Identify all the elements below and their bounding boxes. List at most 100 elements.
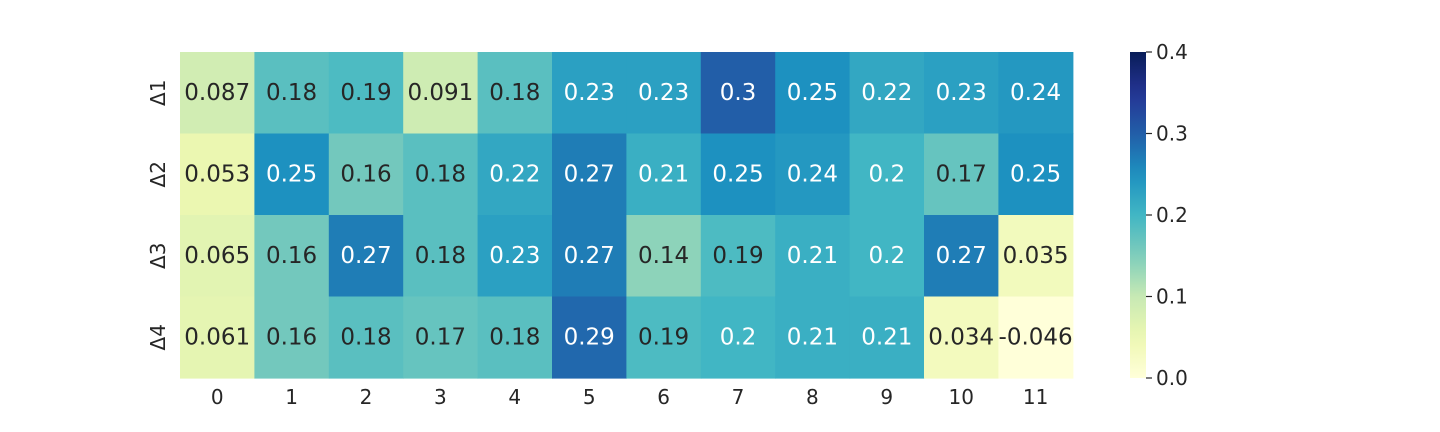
cell-value-label: 0.2	[869, 161, 906, 187]
cell-value-label: 0.23	[564, 80, 615, 106]
heatmap-cell	[849, 215, 925, 298]
heatmap-cell	[180, 296, 255, 379]
heatmap-cell	[775, 215, 851, 298]
x-tick-label: 7	[732, 385, 745, 409]
heatmap-cell	[700, 133, 776, 216]
heatmap-cell	[998, 296, 1074, 379]
colorbar-tick-label: 0.4	[1156, 40, 1188, 64]
cell-value-label: 0.2	[720, 324, 757, 350]
y-tick-label: Δ2	[146, 161, 170, 187]
heatmap-cell	[924, 133, 999, 216]
heatmap-cell	[700, 215, 776, 298]
cell-value-label: 0.091	[407, 80, 473, 106]
cell-value-label: 0.22	[489, 161, 540, 187]
heatmap-cell	[328, 52, 404, 135]
cell-value-label: 0.16	[266, 243, 317, 269]
cell-value-label: 0.25	[787, 80, 838, 106]
heatmap-cell	[924, 296, 999, 379]
heatmap-cell	[775, 296, 851, 379]
cell-value-label: 0.19	[340, 80, 391, 106]
x-tick-labels: 0 1 2 3 4 5 6 7 8 9 10 11	[211, 385, 1048, 409]
cell-value-label: 0.27	[340, 243, 391, 269]
x-tick-label: 11	[1023, 385, 1048, 409]
heatmap-cell	[552, 296, 627, 379]
cell-value-label: 0.087	[184, 80, 250, 106]
heatmap-cell	[775, 133, 851, 216]
heatmap-cell	[328, 296, 404, 379]
heatmap-cell	[626, 296, 702, 379]
heatmap-cell	[552, 215, 627, 298]
heatmap-cell	[700, 52, 776, 135]
x-tick-label: 10	[948, 385, 973, 409]
heatmap-cell	[849, 133, 925, 216]
cell-value-label: 0.14	[638, 243, 689, 269]
cell-value-label: 0.21	[787, 243, 838, 269]
cell-value-label: 0.061	[184, 324, 250, 350]
x-tick-label: 6	[657, 385, 670, 409]
heatmap-cell	[998, 215, 1074, 298]
cell-value-label: 0.17	[936, 161, 987, 187]
cell-value-label: 0.17	[415, 324, 466, 350]
colorbar-tick-label: 0.1	[1156, 285, 1188, 309]
heatmap-cells: 0.087 0.18 0.19 0.091 0.18 0.23 0.23 0.3 0.25 0.2…	[180, 52, 1074, 379]
cell-value-label: 0.21	[787, 324, 838, 350]
heatmap-cell	[254, 133, 330, 216]
cell-value-label: 0.16	[266, 324, 317, 350]
colorbar-tick-label: 0.3	[1156, 122, 1188, 146]
heatmap-cell	[180, 52, 255, 135]
y-tick-label: Δ3	[146, 243, 170, 269]
heatmap-cell	[552, 133, 627, 216]
y-tick-labels: Δ1 Δ2 Δ3 Δ4	[146, 80, 170, 351]
heatmap-cell	[254, 215, 330, 298]
x-tick-label: 1	[285, 385, 298, 409]
heatmap-cell	[477, 296, 553, 379]
heatmap-cell	[924, 52, 999, 135]
x-tick-label: 3	[434, 385, 447, 409]
heatmap-cell	[403, 215, 479, 298]
cell-value-label: 0.18	[340, 324, 391, 350]
heatmap-cell	[254, 52, 330, 135]
cell-value-label: 0.21	[861, 324, 912, 350]
cell-value-label: 0.25	[712, 161, 763, 187]
heatmap-cell	[403, 296, 479, 379]
cell-value-label: 0.18	[489, 80, 540, 106]
cell-value-label: 0.23	[638, 80, 689, 106]
x-tick-label: 0	[211, 385, 224, 409]
colorbar: 0.0 0.1 0.2 0.3 0.4	[1130, 40, 1188, 390]
heatmap-cell	[626, 133, 702, 216]
x-tick-label: 8	[806, 385, 819, 409]
heatmap-cell	[700, 296, 776, 379]
cell-value-label: 0.25	[266, 161, 317, 187]
heatmap-cell	[477, 133, 553, 216]
heatmap-cell	[180, 215, 255, 298]
cell-value-label: 0.24	[1010, 80, 1061, 106]
y-tick-label: Δ1	[146, 80, 170, 106]
heatmap-cell	[254, 296, 330, 379]
heatmap-cell	[924, 215, 999, 298]
heatmap-cell	[626, 215, 702, 298]
colorbar-tick-label: 0.0	[1156, 366, 1188, 390]
x-tick-label: 5	[583, 385, 596, 409]
cell-value-label: 0.053	[184, 161, 250, 187]
cell-value-label: 0.21	[638, 161, 689, 187]
heatmap-cell	[552, 52, 627, 135]
cell-value-label: 0.25	[1010, 161, 1061, 187]
cell-value-label: 0.19	[712, 243, 763, 269]
cell-value-label: -0.046	[999, 324, 1073, 350]
colorbar-tick-label: 0.2	[1156, 203, 1188, 227]
heatmap-cell	[328, 133, 404, 216]
cell-value-label: 0.065	[184, 243, 250, 269]
cell-value-label: 0.18	[415, 161, 466, 187]
cell-value-label: 0.2	[869, 243, 906, 269]
heatmap-cell	[849, 52, 925, 135]
heatmap-cell	[403, 52, 479, 135]
heatmap-cell	[998, 133, 1074, 216]
cell-value-label: 0.18	[266, 80, 317, 106]
cell-value-label: 0.23	[489, 243, 540, 269]
cell-value-label: 0.18	[489, 324, 540, 350]
cell-value-label: 0.19	[638, 324, 689, 350]
cell-value-label: 0.18	[415, 243, 466, 269]
heatmap-cell	[328, 215, 404, 298]
cell-value-label: 0.035	[1003, 243, 1069, 269]
